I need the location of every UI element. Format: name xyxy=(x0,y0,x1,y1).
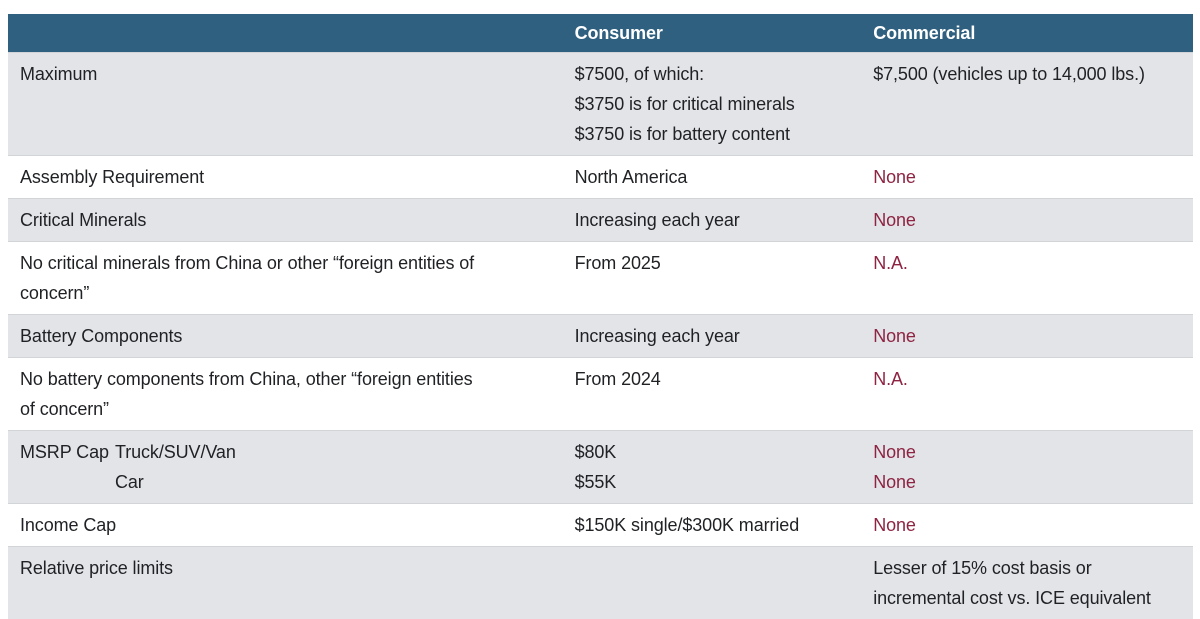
msrp-cap-label: MSRP Cap xyxy=(20,442,109,462)
consumer-cell: $80K $55K xyxy=(574,442,617,492)
row-label: No battery components from China, other … xyxy=(20,369,473,419)
consumer-cell xyxy=(563,547,862,619)
commercial-cell: None xyxy=(873,515,916,535)
commercial-cell: None None xyxy=(873,442,916,492)
row-label: Assembly Requirement xyxy=(20,167,205,187)
msrp-cap-vehicle-types: Truck/SUV/Van Car xyxy=(115,442,236,492)
consumer-cell: Increasing each year xyxy=(574,210,740,230)
table-row-relative-price-limits: Relative price limits Lesser of 15% cost… xyxy=(8,546,1193,619)
consumer-cell: From 2025 xyxy=(574,253,661,273)
row-label: Income Cap xyxy=(20,515,117,535)
commercial-cell: None xyxy=(873,326,916,346)
header-cell-consumer: Consumer xyxy=(574,23,663,43)
row-label: No critical minerals from China or other… xyxy=(20,253,475,303)
header-cell-commercial: Commercial xyxy=(873,23,976,43)
table-row-assembly-requirement: Assembly Requirement North America None xyxy=(8,155,1193,198)
table-row-critical-minerals: Critical Minerals Increasing each year N… xyxy=(8,198,1193,241)
table-row-no-battery-components-china: No battery components from China, other … xyxy=(8,357,1193,430)
consumer-cell: $7500, of which: $3750 is for critical m… xyxy=(574,64,795,144)
table-header-row: Consumer Commercial xyxy=(8,14,1193,52)
table-row-no-critical-minerals-china: No critical minerals from China or other… xyxy=(8,241,1193,314)
row-label: Relative price limits xyxy=(20,558,173,578)
row-label: MSRP Cap Truck/SUV/Van Car xyxy=(8,431,563,503)
table-row-msrp-cap: MSRP Cap Truck/SUV/Van Car $80K $55K Non… xyxy=(8,430,1193,503)
table-row-maximum: Maximum $7500, of which: $3750 is for cr… xyxy=(8,52,1193,155)
commercial-cell: None xyxy=(873,167,916,187)
ev-tax-credit-comparison-table: Consumer Commercial Maximum $7500, of wh… xyxy=(8,14,1193,619)
row-label: Battery Components xyxy=(20,326,183,346)
table-row-battery-components: Battery Components Increasing each year … xyxy=(8,314,1193,357)
header-cell-blank xyxy=(8,14,563,52)
consumer-cell: Increasing each year xyxy=(574,326,740,346)
row-label: Maximum xyxy=(20,64,98,84)
commercial-cell: None xyxy=(873,210,916,230)
commercial-cell: N.A. xyxy=(873,253,908,273)
consumer-cell: From 2024 xyxy=(574,369,661,389)
consumer-cell: North America xyxy=(574,167,688,187)
table-row-income-cap: Income Cap $150K single/$300K married No… xyxy=(8,503,1193,546)
consumer-cell: $150K single/$300K married xyxy=(574,515,800,535)
row-label: Critical Minerals xyxy=(20,210,147,230)
commercial-cell: N.A. xyxy=(873,369,908,389)
commercial-cell: Lesser of 15% cost basis or incremental … xyxy=(873,558,1151,608)
commercial-cell: $7,500 (vehicles up to 14,000 lbs.) xyxy=(873,64,1145,84)
